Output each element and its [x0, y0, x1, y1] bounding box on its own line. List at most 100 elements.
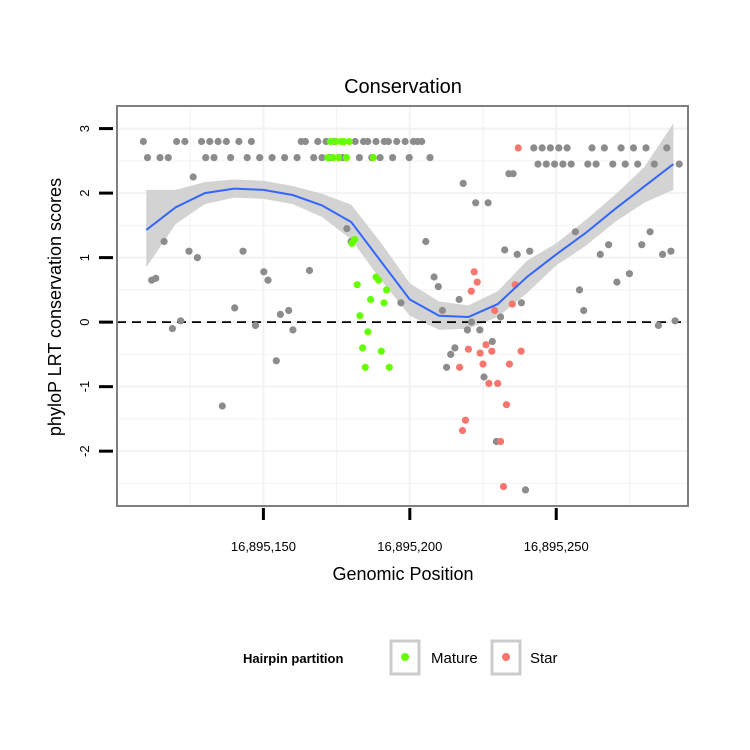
y-tick-label: 3 — [77, 125, 92, 132]
point-other — [202, 154, 210, 162]
point-star — [491, 306, 499, 315]
point-other — [675, 160, 683, 168]
point-other — [600, 144, 609, 152]
point-other — [251, 321, 260, 329]
point-mature — [361, 363, 369, 371]
point-other — [617, 144, 625, 152]
point-other — [193, 254, 201, 262]
legend-label-star: Star — [530, 650, 558, 667]
point-other — [372, 137, 380, 146]
legend-item-mature: Mature — [389, 639, 478, 676]
point-other — [542, 160, 550, 168]
plot-border — [116, 105, 689, 507]
point-star — [479, 360, 487, 368]
point-other — [397, 299, 405, 307]
point-star — [485, 379, 493, 387]
point-other — [467, 318, 476, 326]
point-other — [530, 144, 538, 152]
point-other — [629, 144, 638, 152]
point-star — [502, 401, 511, 409]
point-other — [426, 154, 434, 162]
point-mature — [377, 347, 385, 355]
point-other — [447, 350, 455, 358]
point-other — [422, 237, 430, 246]
point-other — [555, 144, 563, 152]
point-other — [181, 137, 189, 146]
point-other — [289, 326, 297, 334]
point-other — [197, 137, 206, 146]
point-mature — [356, 312, 364, 320]
point-other — [293, 154, 301, 162]
legend-dot-mature — [401, 653, 409, 661]
point-other — [239, 247, 247, 255]
point-other — [173, 137, 181, 146]
point-star — [464, 345, 472, 353]
x-axis-title: Genomic Position — [332, 564, 473, 584]
x-tick-label: 16,895,150 — [231, 539, 296, 554]
point-other — [260, 268, 268, 276]
smooth-line — [145, 163, 675, 319]
point-mature — [364, 328, 372, 336]
point-star — [476, 349, 484, 357]
point-star — [458, 426, 467, 435]
point-mature — [380, 299, 388, 307]
point-other — [243, 154, 251, 162]
point-other — [538, 144, 546, 152]
legend: Hairpin partition Mature Star — [243, 639, 558, 676]
point-star — [514, 144, 522, 152]
point-mature — [334, 154, 343, 162]
point-other — [501, 246, 509, 254]
point-star — [497, 437, 505, 446]
point-other — [646, 228, 654, 236]
point-star — [517, 347, 525, 355]
legend-title: Hairpin partition — [243, 651, 343, 666]
point-other — [650, 160, 658, 168]
point-other — [156, 154, 164, 162]
point-other — [592, 160, 600, 168]
point-mature — [324, 154, 332, 162]
point-star — [473, 278, 481, 286]
point-mature — [326, 137, 335, 146]
point-other — [580, 306, 588, 315]
y-tick-label: 0 — [77, 318, 92, 325]
point-other — [164, 154, 172, 162]
legend-item-star: Star — [490, 639, 558, 676]
point-other — [551, 160, 559, 168]
point-mature — [345, 137, 353, 146]
point-other — [177, 317, 185, 325]
point-mature — [359, 344, 367, 352]
point-other — [389, 154, 397, 162]
point-other — [638, 241, 646, 249]
smooth-confidence-band — [146, 123, 674, 330]
point-mature — [367, 295, 375, 304]
x-tick-label: 16,895,200 — [377, 539, 442, 554]
point-other — [497, 313, 505, 321]
point-other — [318, 154, 326, 162]
point-other — [185, 247, 193, 255]
point-other — [206, 137, 214, 146]
point-other — [443, 363, 451, 371]
point-other — [189, 173, 197, 181]
point-other — [609, 160, 617, 168]
point-other — [613, 278, 621, 286]
point-other — [143, 154, 152, 162]
point-other — [272, 357, 280, 365]
point-other — [621, 160, 629, 168]
point-other — [634, 160, 642, 168]
point-other — [476, 326, 484, 334]
point-other — [268, 154, 276, 162]
point-other — [434, 283, 442, 291]
point-mature — [385, 363, 393, 371]
point-star — [461, 416, 470, 424]
legend-dot-star — [502, 653, 510, 661]
y-tick-label: -1 — [77, 381, 92, 393]
point-other — [667, 247, 675, 255]
point-other — [310, 154, 318, 162]
point-mature — [353, 281, 361, 289]
point-star — [456, 363, 464, 371]
point-other — [139, 137, 147, 146]
point-other — [567, 160, 575, 168]
point-other — [285, 306, 293, 315]
point-other — [455, 295, 463, 304]
